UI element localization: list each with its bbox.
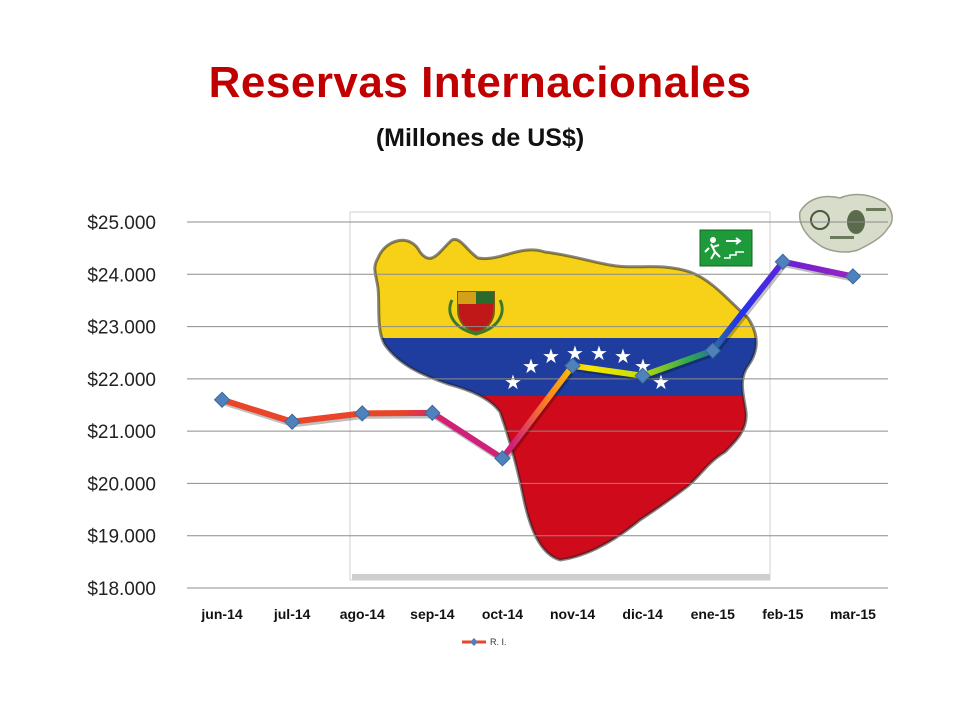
y-tick-label: $21.000 bbox=[87, 422, 156, 443]
x-tick-label: jun-14 bbox=[200, 606, 242, 622]
series-markers bbox=[213, 253, 862, 467]
svg-text:★: ★ bbox=[542, 346, 560, 368]
svg-text:★: ★ bbox=[566, 343, 584, 365]
gridlines bbox=[187, 221, 888, 589]
data-point-marker bbox=[354, 405, 371, 422]
data-point-marker bbox=[213, 391, 231, 408]
x-tick-label: jul-14 bbox=[273, 606, 311, 622]
series-line bbox=[221, 258, 856, 464]
y-tick-label: $20.000 bbox=[87, 474, 156, 495]
legend: R. I. bbox=[462, 637, 507, 647]
emergency-exit-sign-icon bbox=[699, 229, 753, 267]
data-point-marker bbox=[704, 342, 721, 359]
x-tick-label: sep-14 bbox=[410, 606, 455, 622]
data-point-marker bbox=[564, 357, 581, 374]
x-tick-label: mar-15 bbox=[830, 606, 876, 622]
y-tick-label: $24.000 bbox=[87, 265, 156, 286]
data-point-marker bbox=[283, 413, 301, 430]
svg-text:★: ★ bbox=[652, 372, 670, 394]
data-point-marker bbox=[844, 268, 862, 285]
legend-label: R. I. bbox=[490, 637, 507, 647]
y-tick-label: $23.000 bbox=[87, 318, 156, 339]
series-line-path bbox=[221, 258, 854, 462]
legend-swatch-marker bbox=[470, 638, 478, 646]
x-axis: jun-14 jul-14 ago-14 sep-14 oct-14 nov-14 dic-… bbox=[200, 606, 876, 622]
y-tick-label: $19.000 bbox=[87, 527, 156, 548]
x-tick-label: dic-14 bbox=[622, 606, 663, 622]
x-tick-label: ene-15 bbox=[691, 606, 736, 622]
dollar-bill-map-image bbox=[798, 193, 893, 253]
y-tick-label: $22.000 bbox=[87, 370, 156, 391]
x-tick-label: ago-14 bbox=[340, 606, 385, 622]
y-axis: $25.000 $24.000 $23.000 $22.000 $21.000 $20.0… bbox=[87, 213, 156, 600]
x-tick-label: nov-14 bbox=[550, 606, 595, 622]
svg-text:★: ★ bbox=[614, 346, 632, 368]
data-point-marker bbox=[424, 404, 441, 422]
y-tick-label: $25.000 bbox=[87, 213, 156, 234]
data-point-marker bbox=[494, 450, 511, 467]
svg-text:★: ★ bbox=[590, 343, 608, 365]
svg-text:★: ★ bbox=[504, 372, 522, 394]
chart-title: Reservas Internacionales bbox=[208, 58, 752, 107]
y-tick-label: $18.000 bbox=[87, 579, 156, 600]
venezuela-map-flag-image: ★ ★ ★ ★ ★ ★ ★ ★ bbox=[349, 211, 771, 581]
data-point-marker bbox=[774, 253, 792, 270]
x-tick-label: feb-15 bbox=[762, 606, 803, 622]
data-point-marker bbox=[634, 367, 651, 384]
svg-text:★: ★ bbox=[522, 356, 540, 378]
x-tick-label: oct-14 bbox=[482, 606, 523, 622]
chart-subtitle: (Millones de US$) bbox=[375, 124, 585, 152]
coat-of-arms-icon bbox=[448, 291, 504, 336]
